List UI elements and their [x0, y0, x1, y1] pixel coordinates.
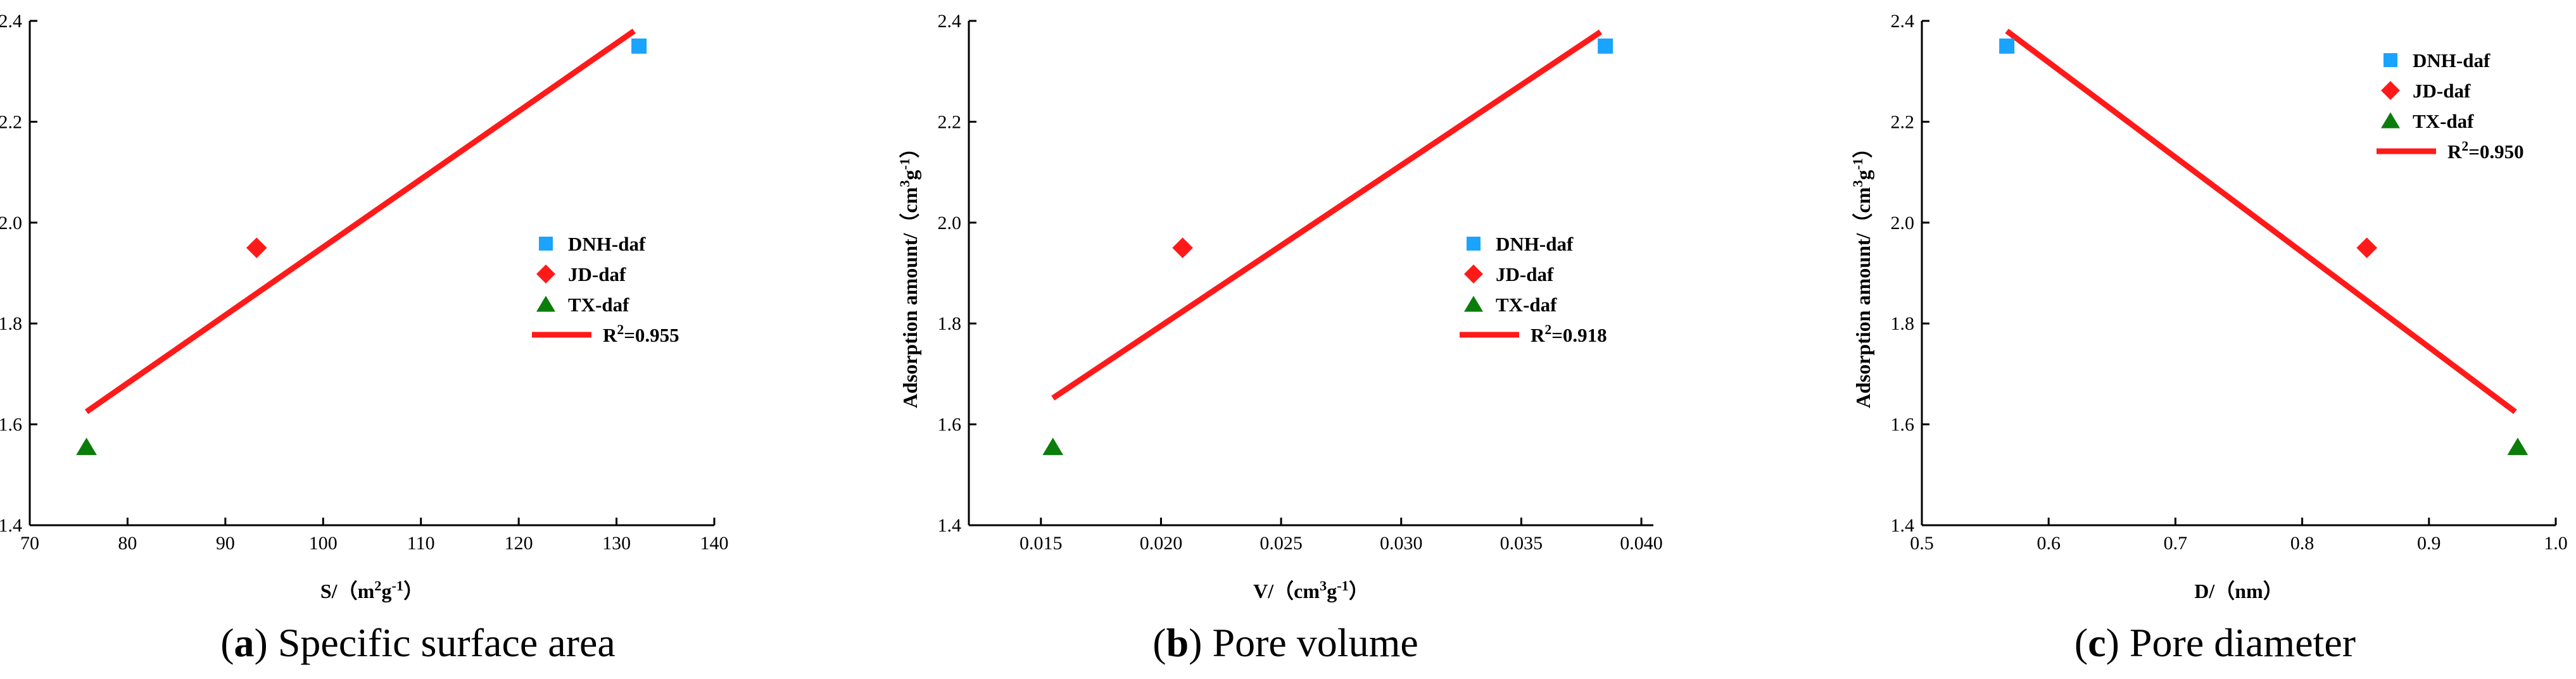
- x-tick-label: 80: [118, 533, 137, 554]
- x-tick-label: 0.030: [1380, 533, 1423, 554]
- legend-label-fit: R2=0.950: [2447, 139, 2524, 163]
- legend: DNH-daf JD-daf TX-daf R2=0.955: [532, 233, 679, 346]
- x-tick-label: 0.015: [1020, 533, 1063, 554]
- y-tick-label: 2.0: [1891, 213, 1915, 234]
- legend-marker-jd-daf: [2381, 81, 2400, 100]
- data-point-tx-daf: [2507, 437, 2529, 456]
- x-tick-label: 0.040: [1620, 533, 1663, 554]
- y-tick-label: 1.6: [0, 414, 22, 435]
- y-tick-label: 1.4: [938, 515, 962, 536]
- y-tick-label: 1.4: [1891, 515, 1915, 536]
- y-tick-label: 1.8: [1891, 313, 1915, 334]
- x-tick-label: 0.8: [2290, 533, 2314, 554]
- legend-label-tx-daf: TX-daf: [2413, 110, 2474, 132]
- legend-marker-tx-daf: [2380, 112, 2401, 128]
- chart-panel-b: 1.4 1.6 1.8 2.0 2.2 2.4 0.015 0.020 0.025 0.030 0.…: [897, 11, 1663, 665]
- y-tick-label: 1.8: [938, 313, 962, 334]
- x-tick-label: 0.025: [1260, 533, 1303, 554]
- legend-marker-jd-daf: [1464, 265, 1483, 283]
- y-tick-label: 1.6: [938, 414, 962, 435]
- figure-caption: (c) Pore diameter: [2074, 620, 2356, 665]
- x-tick-label: 130: [602, 533, 631, 554]
- y-tick-label: 1.8: [0, 313, 22, 334]
- x-tick-label: 0.5: [1910, 533, 1934, 554]
- x-tick-label: 0.035: [1500, 533, 1543, 554]
- y-tick-label: 2.2: [0, 111, 22, 132]
- data-point-dnh-daf: [1598, 38, 1613, 54]
- y-tick-label: 1.6: [1891, 414, 1915, 435]
- x-tick-label: 0.020: [1140, 533, 1183, 554]
- legend-marker-dnh-daf: [539, 237, 553, 251]
- data-point-dnh-daf: [1999, 38, 2015, 54]
- legend: DNH-daf JD-daf TX-daf R2=0.918: [1460, 233, 1607, 346]
- x-tick-label: 120: [505, 533, 533, 554]
- data-point-tx-daf: [76, 437, 97, 456]
- data-point-jd-daf: [1172, 237, 1193, 258]
- legend-marker-tx-daf: [1463, 296, 1484, 312]
- x-tick-label: 90: [216, 533, 235, 554]
- legend-marker-dnh-daf: [1467, 237, 1481, 251]
- legend-label-fit: R2=0.918: [1531, 322, 1607, 346]
- y-tick-label: 2.4: [938, 11, 962, 32]
- x-tick-label: 70: [20, 533, 39, 554]
- fit-line: [1051, 29, 1603, 401]
- y-tick-label: 2.4: [0, 11, 22, 32]
- legend-label-jd-daf: JD-daf: [568, 263, 626, 285]
- x-tick-label: 0.9: [2417, 533, 2441, 554]
- x-axis-label: D/（nm）: [2194, 580, 2283, 602]
- y-tick-label: 2.0: [938, 213, 962, 234]
- x-tick-label: 0.6: [2036, 533, 2061, 554]
- legend-label-jd-daf: JD-daf: [2413, 80, 2471, 102]
- y-tick-label: 2.2: [1891, 111, 1915, 132]
- legend-label-dnh-daf: DNH-daf: [2413, 49, 2491, 72]
- data-point-dnh-daf: [631, 38, 647, 54]
- y-tick-label: 1.4: [0, 515, 22, 536]
- legend-marker-jd-daf: [536, 265, 555, 283]
- x-tick-label: 140: [700, 533, 729, 554]
- legend-marker-tx-daf: [536, 296, 556, 312]
- x-tick-label: 0.7: [2164, 533, 2188, 554]
- legend-label-tx-daf: TX-daf: [568, 294, 629, 316]
- legend-label-tx-daf: TX-daf: [1496, 294, 1557, 316]
- chart-panel-c: 1.4 1.6 1.8 2.0 2.2 2.4 0.5 0.6 0.7 0.8 0.9 1.0 D/（n…: [1850, 11, 2568, 665]
- x-tick-label: 110: [407, 533, 435, 554]
- fit-line: [84, 28, 636, 414]
- legend-label-fit: R2=0.955: [603, 322, 679, 346]
- x-axis-label: S/（m2g-1）: [320, 578, 424, 603]
- data-point-jd-daf: [2356, 237, 2378, 258]
- legend: DNH-daf JD-daf TX-daf R2=0.950: [2377, 49, 2524, 163]
- figure-caption: (a) Specific surface area: [220, 620, 616, 665]
- y-tick-label: 2.0: [0, 213, 22, 234]
- legend-marker-dnh-daf: [2383, 53, 2397, 67]
- legend-label-jd-daf: JD-daf: [1496, 263, 1554, 285]
- x-tick-label: 1.0: [2544, 533, 2568, 554]
- data-point-tx-daf: [1042, 437, 1064, 456]
- fit-line: [2005, 28, 2517, 414]
- x-axis-label: V/（cm3g-1）: [1253, 578, 1369, 603]
- chart-panel-a: 1.4 1.6 1.8 2.0 2.2 2.4 70 80 90 100 110 120 130 140 S…: [0, 11, 729, 665]
- y-axis-label: Adsorption amount/（cm3g-1）: [897, 138, 922, 408]
- x-tick-label: 100: [309, 533, 338, 554]
- y-tick-label: 2.2: [938, 111, 962, 132]
- y-axis-label: Adsorption amount/（cm3g-1）: [1850, 138, 1875, 408]
- legend-label-dnh-daf: DNH-daf: [1496, 233, 1574, 255]
- y-tick-label: 2.4: [1891, 11, 1915, 32]
- data-point-jd-daf: [246, 237, 267, 258]
- legend-label-dnh-daf: DNH-daf: [568, 233, 646, 255]
- figure-caption: (b) Pore volume: [1152, 620, 1418, 665]
